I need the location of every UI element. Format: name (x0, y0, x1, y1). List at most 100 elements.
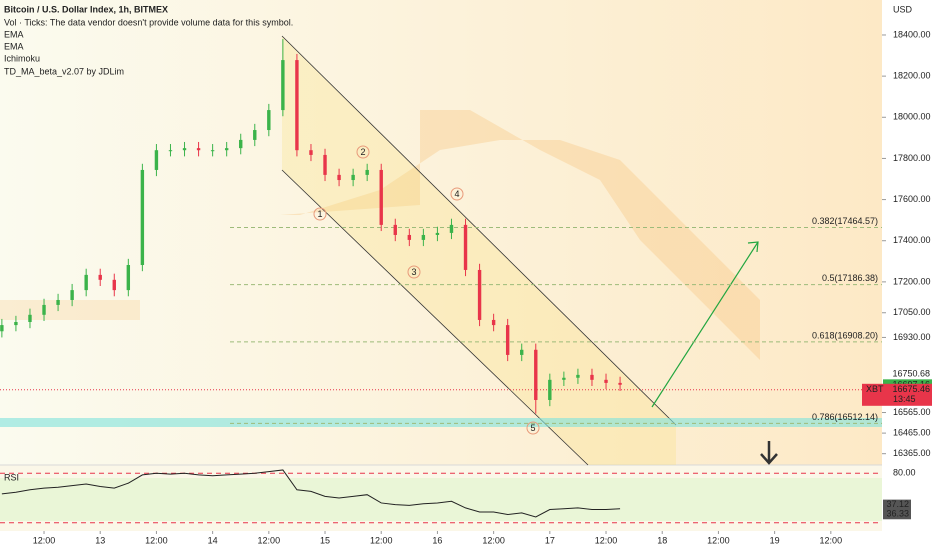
wave-marker (526, 421, 540, 435)
price-pane (0, 0, 882, 465)
candle-body (323, 154, 327, 175)
y-tick-label: 16365.00 (893, 448, 931, 458)
channel-line (281, 35, 677, 426)
candle-body (70, 290, 74, 300)
candle-body (154, 150, 159, 170)
rsi-tag: 37.12 (886, 499, 909, 509)
candle-body (112, 279, 116, 291)
candle-body (253, 130, 257, 140)
y-tick-label: 16930.00 (893, 332, 931, 342)
candle-body (182, 148, 187, 151)
candle-body (224, 148, 229, 151)
projection-arrow (651, 241, 759, 408)
fib-label: 0.618(16908.20) (812, 330, 878, 340)
fib-label: 0.5(17186.38) (822, 273, 878, 283)
candle-body (393, 224, 397, 235)
indicator: Vol · Ticks: The data vendor doesn't pro… (4, 17, 293, 27)
y-tick-label: 17600.00 (893, 194, 931, 204)
indicator: TD_MA_beta_v2.07 by JDLim (4, 66, 124, 76)
candle-body (168, 150, 173, 152)
rsi-tag-bg (883, 499, 911, 510)
wave-label: 1 (317, 209, 322, 219)
candle-body (562, 377, 566, 380)
fib-label: 0.786(16512.14) (812, 412, 878, 422)
x-tick-label: 13 (95, 535, 105, 545)
x-tick-label: 12:00 (707, 535, 730, 545)
y-tick-label: 16465.00 (893, 427, 931, 437)
candle-body (337, 174, 341, 181)
candle-body (210, 150, 215, 152)
x-tick-label: 15 (320, 535, 330, 545)
candle-body (14, 322, 18, 326)
indicator: EMA (4, 29, 24, 39)
down-arrow-head (760, 453, 778, 465)
y-tick-label: 18000.00 (893, 112, 931, 122)
candle-body (56, 299, 60, 305)
candle-body (491, 319, 496, 326)
y-tick-label: 18200.00 (893, 71, 931, 81)
rsi-line (1, 469, 621, 518)
support-zone (0, 418, 882, 427)
candle-body (295, 60, 299, 151)
candle-body (407, 234, 412, 240)
x-tick-label: 12:00 (820, 535, 843, 545)
x-tick-label: 14 (208, 535, 218, 545)
candle-body (477, 269, 482, 320)
candle-body (309, 150, 313, 155)
candle-body (281, 60, 285, 111)
rsi-label: RSI (4, 472, 19, 482)
x-tick-label: 12:00 (33, 535, 56, 545)
y-tick-label: 16565.00 (893, 407, 931, 417)
wave-label: 4 (454, 189, 459, 199)
rsi-level-label: 80.00 (893, 468, 916, 478)
price-tag-bg (883, 368, 932, 381)
candle-body (463, 224, 468, 270)
candle-body (505, 325, 510, 355)
y-tick-label: 18400.00 (893, 29, 931, 39)
x-tick-label: 12:00 (482, 535, 505, 545)
y-tick-label: 17400.00 (893, 235, 931, 245)
candle-body (239, 139, 243, 149)
rsi-tag-bg (883, 509, 911, 520)
candle-body (140, 169, 145, 266)
currency: USD (893, 4, 913, 14)
candle-body (365, 169, 369, 175)
countdown: 13:45 (893, 394, 916, 404)
arrow-head (747, 241, 759, 253)
wave-label: 5 (530, 423, 535, 433)
x-tick-label: 12:00 (145, 535, 168, 545)
fib-label: 0.382(17464.57) (812, 216, 878, 226)
x-tick-label: 17 (545, 535, 555, 545)
candle-body (548, 379, 552, 400)
candle-body (534, 349, 538, 400)
candle-body (576, 374, 580, 378)
candle-body (28, 314, 32, 323)
x-tick-label: 12:00 (370, 535, 393, 545)
ichimoku-cloud (0, 300, 140, 320)
wave-marker (450, 187, 464, 201)
x-tick-label: 12:00 (595, 535, 618, 545)
candle-body (520, 349, 524, 355)
candle-body (98, 274, 102, 280)
candle-body (351, 174, 355, 181)
y-tick-label: 17800.00 (893, 153, 931, 163)
channel-line (281, 169, 589, 466)
candle-body (84, 274, 88, 291)
candle-body (435, 232, 440, 235)
wave-marker (356, 145, 370, 159)
candle-body (590, 374, 594, 380)
wave-marker (313, 207, 327, 221)
y-tick-label: 17200.00 (893, 276, 931, 286)
ichimoku-cloud (280, 110, 760, 360)
candle-body (618, 382, 622, 385)
candle-body (421, 234, 426, 240)
channel-fill (282, 36, 676, 465)
indicator: Ichimoku (4, 53, 40, 63)
rsi-band (0, 478, 882, 521)
title: Bitcoin / U.S. Dollar Index, 1h, BITMEX (4, 4, 168, 14)
candle-body (267, 110, 271, 131)
candle-body (449, 224, 454, 233)
wave-marker (407, 265, 421, 279)
x-tick-label: 19 (770, 535, 780, 545)
